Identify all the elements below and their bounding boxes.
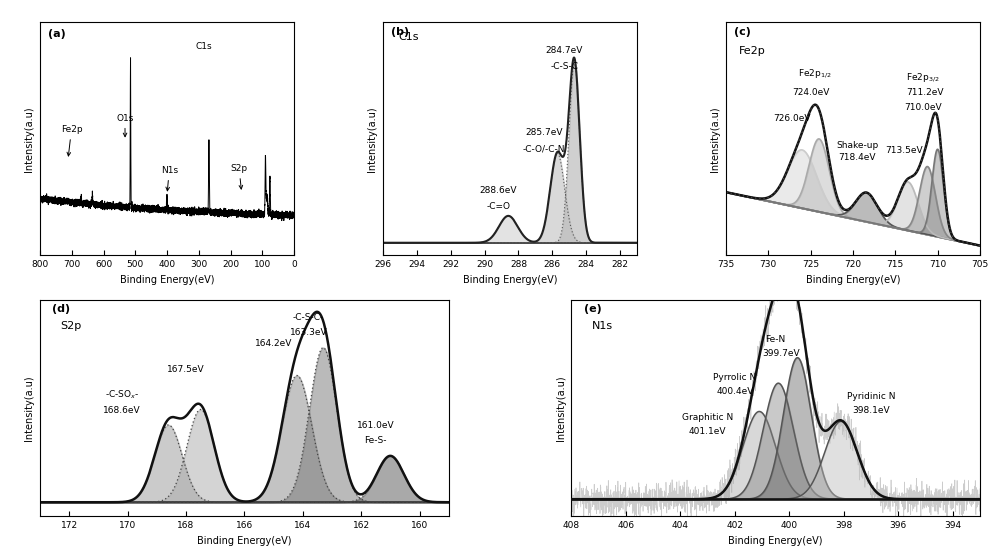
Y-axis label: Intensity(a.u): Intensity(a.u) <box>367 106 377 171</box>
Text: -C-SO$_x$-: -C-SO$_x$- <box>105 388 139 401</box>
Text: 713.5eV: 713.5eV <box>885 147 923 155</box>
X-axis label: Binding Energy(eV): Binding Energy(eV) <box>806 275 900 285</box>
Y-axis label: Intensity(a.u): Intensity(a.u) <box>556 375 566 441</box>
Text: 161.0eV: 161.0eV <box>357 421 395 430</box>
Text: Fe-N: Fe-N <box>766 335 786 344</box>
Y-axis label: Intensity(a.u): Intensity(a.u) <box>24 106 34 171</box>
Text: Pyridinic N: Pyridinic N <box>847 392 895 401</box>
Text: 711.2eV: 711.2eV <box>906 88 944 97</box>
Text: Pyrrolic N: Pyrrolic N <box>713 374 756 382</box>
X-axis label: Binding Energy(eV): Binding Energy(eV) <box>197 536 292 546</box>
X-axis label: Binding Energy(eV): Binding Energy(eV) <box>463 275 557 285</box>
Text: C1s: C1s <box>195 42 212 51</box>
Text: Graphitic N: Graphitic N <box>682 413 733 422</box>
Text: (b): (b) <box>391 27 409 37</box>
Text: Fe-S-: Fe-S- <box>364 436 387 446</box>
Text: 710.0eV: 710.0eV <box>904 103 942 112</box>
Text: O1s: O1s <box>116 114 134 137</box>
Text: N1s: N1s <box>161 166 178 191</box>
Text: Shake-up: Shake-up <box>836 142 878 150</box>
Text: 400.4eV: 400.4eV <box>716 387 753 396</box>
Text: 164.2eV: 164.2eV <box>255 339 292 348</box>
Text: Fe2p: Fe2p <box>739 46 765 56</box>
Text: 167.5eV: 167.5eV <box>167 365 205 375</box>
Text: Fe2p: Fe2p <box>61 125 82 156</box>
Text: -C=O: -C=O <box>486 201 510 211</box>
Text: S2p: S2p <box>60 321 82 331</box>
Y-axis label: Intensity(a.u): Intensity(a.u) <box>710 106 720 171</box>
Text: Fe2p$_{3/2}$: Fe2p$_{3/2}$ <box>906 72 939 84</box>
Text: 284.7eV: 284.7eV <box>546 46 583 55</box>
Text: 163.3eV: 163.3eV <box>290 328 327 337</box>
Text: C1s: C1s <box>398 32 419 42</box>
Text: 399.7eV: 399.7eV <box>762 349 800 359</box>
Y-axis label: Intensity(a.u): Intensity(a.u) <box>24 375 34 441</box>
Text: -C-S-C: -C-S-C <box>550 62 578 71</box>
Text: 401.1eV: 401.1eV <box>689 427 726 436</box>
Text: 168.6eV: 168.6eV <box>103 406 141 415</box>
Text: 288.6eV: 288.6eV <box>479 185 517 195</box>
Text: 726.0eV: 726.0eV <box>773 114 811 123</box>
Text: 718.4eV: 718.4eV <box>838 153 876 162</box>
Text: 724.0eV: 724.0eV <box>792 88 829 97</box>
Text: (c): (c) <box>734 27 750 37</box>
Text: 398.1eV: 398.1eV <box>852 406 890 415</box>
Text: (a): (a) <box>48 29 65 39</box>
Text: -C-S-C-: -C-S-C- <box>293 313 324 322</box>
Text: 285.7eV: 285.7eV <box>525 128 563 137</box>
Text: (d): (d) <box>52 304 70 314</box>
Text: (e): (e) <box>584 304 601 314</box>
Text: -C-O/-C-N: -C-O/-C-N <box>523 144 565 153</box>
Text: S2p: S2p <box>231 164 248 189</box>
X-axis label: Binding Energy(eV): Binding Energy(eV) <box>120 275 214 285</box>
X-axis label: Binding Energy(eV): Binding Energy(eV) <box>728 536 823 546</box>
Text: N1s: N1s <box>592 321 613 331</box>
Text: Fe2p$_{1/2}$: Fe2p$_{1/2}$ <box>798 67 832 79</box>
